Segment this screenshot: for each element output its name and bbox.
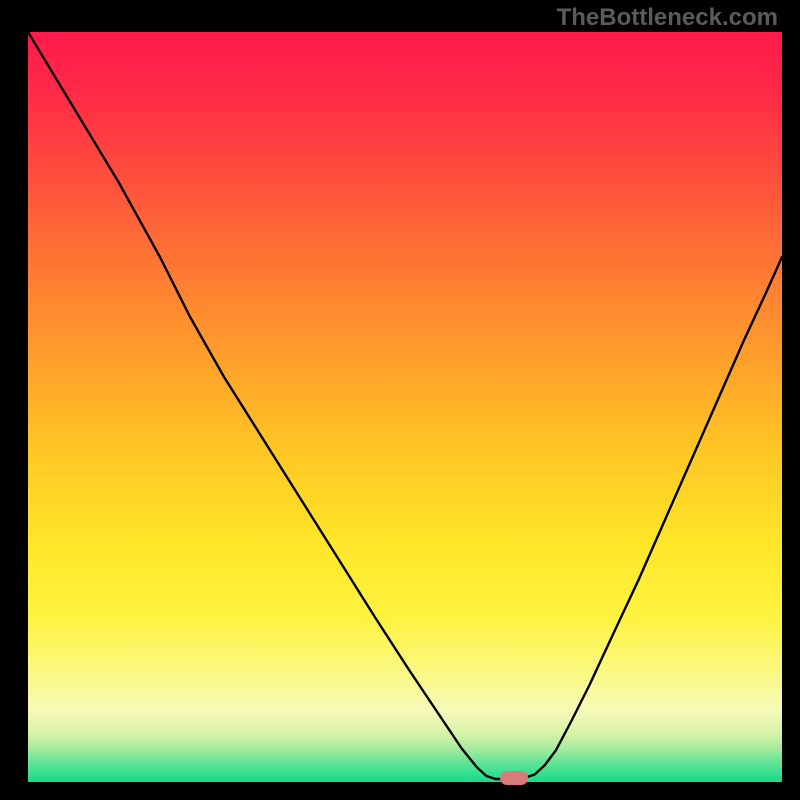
bottleneck-curve <box>28 32 782 779</box>
optimum-marker <box>500 771 528 785</box>
curve-layer <box>28 32 782 782</box>
chart-frame: TheBottleneck.com <box>0 0 800 800</box>
watermark-text: TheBottleneck.com <box>557 4 778 32</box>
plot-area <box>28 32 782 782</box>
